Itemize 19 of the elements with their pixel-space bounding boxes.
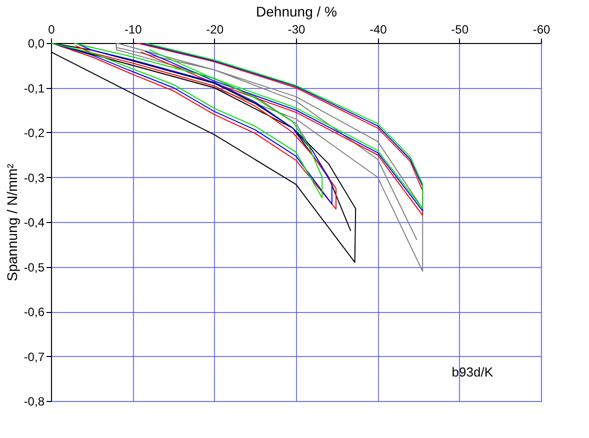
y-tick-label: -0,5	[24, 260, 45, 274]
x-tick-label: -50	[451, 22, 469, 36]
y-tick-label: -0,7	[24, 350, 45, 364]
x-axis-title: Dehnung / %	[256, 4, 337, 20]
y-tick-label: -0,1	[24, 81, 45, 96]
y-tick-label: 0,0	[28, 36, 45, 50]
y-axis-title: Spannung / N/mm²	[4, 163, 20, 282]
x-tick-label: 0	[48, 22, 56, 36]
y-tick-label: -0,6	[24, 305, 45, 319]
y-tick-label: -0,2	[24, 126, 45, 140]
y-tick-label: -0,8	[24, 394, 45, 408]
y-tick-label: -0,3	[24, 170, 45, 185]
x-tick-label: -10	[124, 22, 142, 36]
y-tick-label: -0,4	[24, 216, 45, 230]
x-tick-label: -20	[206, 22, 224, 36]
x-tick-label: -30	[288, 22, 306, 36]
annotation: b93d/K	[452, 364, 494, 380]
x-tick-label: -40	[369, 22, 388, 36]
x-tick-label: -60	[532, 22, 550, 36]
